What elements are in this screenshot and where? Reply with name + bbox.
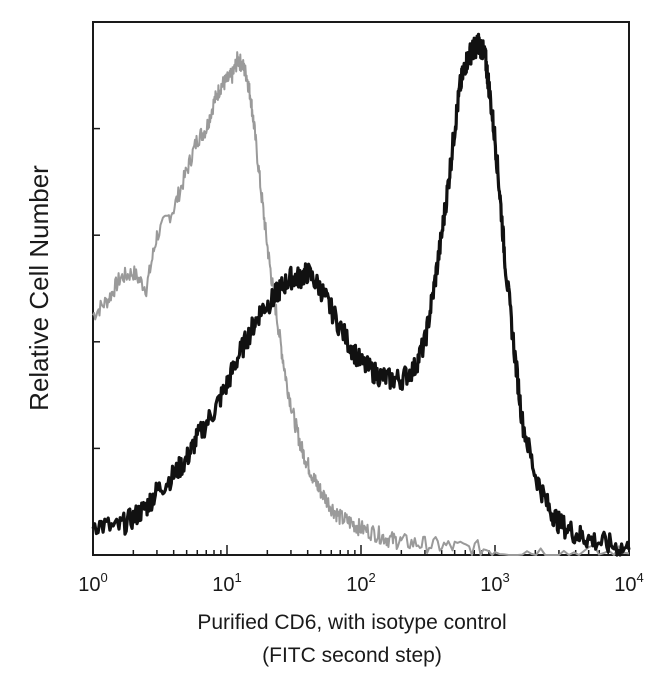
x-tick-label: 102	[346, 570, 375, 596]
x-tick-labels: 100 101 102 103 104	[78, 570, 643, 596]
series-layer	[91, 32, 631, 557]
x-axis-label-line1: Purified CD6, with isotype control	[197, 611, 506, 634]
cd6-series-line	[91, 32, 631, 557]
y-axis-label: Relative Cell Number	[24, 165, 54, 411]
x-axis-label-line2: (FITC second step)	[262, 644, 442, 667]
x-tick-label: 101	[212, 570, 241, 596]
x-tick-label: 100	[78, 570, 107, 596]
axis-ticks	[92, 127, 624, 555]
isotype-control-series-line	[92, 51, 630, 556]
x-tick-label: 104	[614, 570, 643, 596]
x-tick-label: 103	[480, 570, 509, 596]
